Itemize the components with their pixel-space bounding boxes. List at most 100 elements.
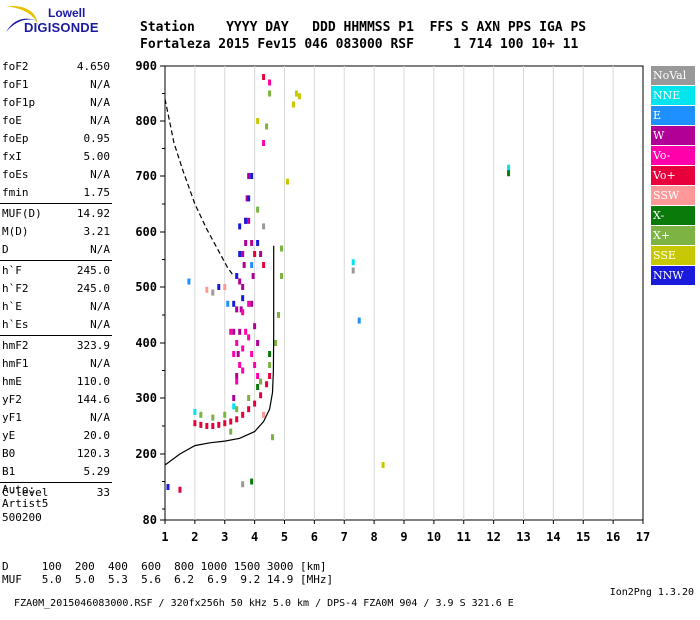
param-name: hmF1 — [2, 357, 29, 370]
param-separator — [0, 335, 112, 336]
param-row: M(D) 3.21 — [0, 223, 112, 241]
echo-point-vo- — [244, 328, 248, 335]
y-tick-label: 80 — [143, 513, 157, 527]
echo-point-x- — [211, 414, 215, 421]
echo-point-nnw — [256, 240, 260, 246]
echo-point-vo- — [223, 420, 227, 427]
echo-point-vo- — [229, 418, 233, 425]
echo-point-x- — [277, 312, 281, 318]
param-row: hmF1 N/A — [0, 355, 112, 373]
echo-point-nne — [507, 164, 511, 171]
x-tick-label: 5 — [281, 530, 288, 544]
echo-point-sse — [381, 462, 385, 468]
y-tick-label: 800 — [135, 114, 157, 128]
param-value: 245.0 — [76, 264, 110, 277]
param-value: N/A — [90, 168, 110, 181]
muf-curve — [164, 98, 235, 277]
param-row: B1 5.29 — [0, 463, 112, 481]
echo-point-sse — [291, 101, 295, 108]
echo-point-x- — [256, 384, 260, 390]
echo-point-w — [238, 328, 242, 335]
echo-point-ssw — [262, 411, 266, 418]
x-tick-label: 17 — [636, 530, 650, 544]
x-tick-label: 7 — [341, 530, 348, 544]
echo-point-ssw — [223, 284, 227, 290]
x-tick-label: 9 — [400, 530, 407, 544]
echo-point-e — [187, 278, 191, 285]
echo-point-e — [250, 262, 254, 268]
param-name: foF1p — [2, 96, 36, 109]
x-tick-label: 14 — [546, 530, 560, 544]
param-row: hmF2 323.9 — [0, 337, 112, 355]
direction-legend: NoVal NNE E W Vo- Vo+ SSW X- X+ SSE NNW — [651, 66, 695, 286]
echo-point-w — [236, 351, 240, 357]
ionogram-plot: 1 2 3 4 5 6 7 8 9 10 11 12 13 14 15 16 17802003004005006… — [135, 59, 650, 544]
logo-mark — [6, 5, 40, 32]
y-tick-label: 900 — [135, 59, 157, 73]
x-tick-label: 2 — [191, 530, 198, 544]
param-row: MUF(D) 14.92 — [0, 205, 112, 223]
x-tick-label: 13 — [516, 530, 530, 544]
param-value: 245.0 — [76, 282, 110, 295]
echo-point-x- — [259, 378, 263, 385]
echo-point-x- — [268, 90, 272, 97]
param-row: foF1p N/A — [0, 94, 112, 112]
echo-point-ssw — [205, 286, 209, 293]
x-tick-label: 11 — [457, 530, 471, 544]
param-separator — [0, 203, 112, 204]
param-value: N/A — [90, 300, 110, 313]
echo-point-w — [232, 328, 236, 335]
x-tick-label: 15 — [576, 530, 590, 544]
param-name: D — [2, 243, 9, 256]
echo-point-vo- — [211, 423, 215, 429]
y-tick-label: 300 — [135, 391, 157, 405]
echo-point-vo- — [199, 421, 203, 428]
param-value: 144.6 — [76, 393, 110, 406]
echo-point-vo- — [253, 362, 257, 368]
legend-item-sse: SSE — [651, 246, 695, 265]
echo-point-x- — [507, 170, 511, 177]
param-row: h`Es N/A — [0, 316, 112, 334]
param-row: h`F 245.0 — [0, 262, 112, 280]
param-value: 14.92 — [76, 207, 110, 220]
param-value: 0.95 — [83, 132, 111, 145]
param-row: foEp 0.95 — [0, 130, 112, 148]
status-line: FZA0M_2015046083000.RSF / 320fx256h 50 k… — [2, 587, 698, 620]
echo-point-nnw — [241, 295, 245, 302]
legend-item-e: E — [651, 106, 695, 125]
param-value: N/A — [90, 318, 110, 331]
param-value: 120.3 — [76, 447, 110, 460]
param-name: foF1 — [2, 78, 29, 91]
param-row: yF2 144.6 — [0, 391, 112, 409]
echo-point-vo- — [262, 140, 266, 146]
param-row: foF2 4.650 — [0, 58, 112, 76]
param-name: M(D) — [2, 225, 29, 238]
echo-point-w — [244, 240, 248, 246]
echo-point-vo- — [235, 378, 239, 385]
echo-point-nnw — [166, 484, 170, 490]
echo-point-vo- — [238, 362, 242, 368]
echo-point-vo- — [241, 411, 245, 418]
echo-point-nnw — [247, 195, 251, 202]
param-row: foE N/A — [0, 112, 112, 130]
x-tick-label: 10 — [427, 530, 441, 544]
echo-point-nnw — [244, 217, 248, 224]
param-row: foF1 N/A — [0, 76, 112, 94]
echo-point-noval — [351, 267, 355, 274]
echo-point-nne — [232, 403, 236, 410]
muf-row: MUF 5.0 5.0 5.3 5.6 6.2 6.9 9.2 14.9 [MH… — [2, 573, 334, 586]
legend-item-ssw: SSW — [651, 186, 695, 205]
y-tick-label: 200 — [135, 447, 157, 461]
param-name: h`F2 — [2, 282, 29, 295]
digisonde-logo: Lowell DIGISONDE — [4, 4, 134, 50]
param-value: 4.650 — [76, 60, 110, 73]
echo-point-vo- — [265, 381, 269, 388]
echo-point-sse — [256, 118, 260, 124]
echo-point-vo- — [256, 373, 260, 379]
x-tick-label: 6 — [311, 530, 318, 544]
auto-label: Auto: — [2, 483, 36, 496]
legend-item-vo-: Vo- — [651, 146, 695, 165]
scaled-parameters-panel: foF2 4.650 foF1 N/A foF1p N/A foE N/A foEp 0.95 fx… — [0, 58, 112, 502]
legend-item-noval: NoVal — [651, 66, 695, 85]
echo-point-vo- — [268, 79, 272, 86]
